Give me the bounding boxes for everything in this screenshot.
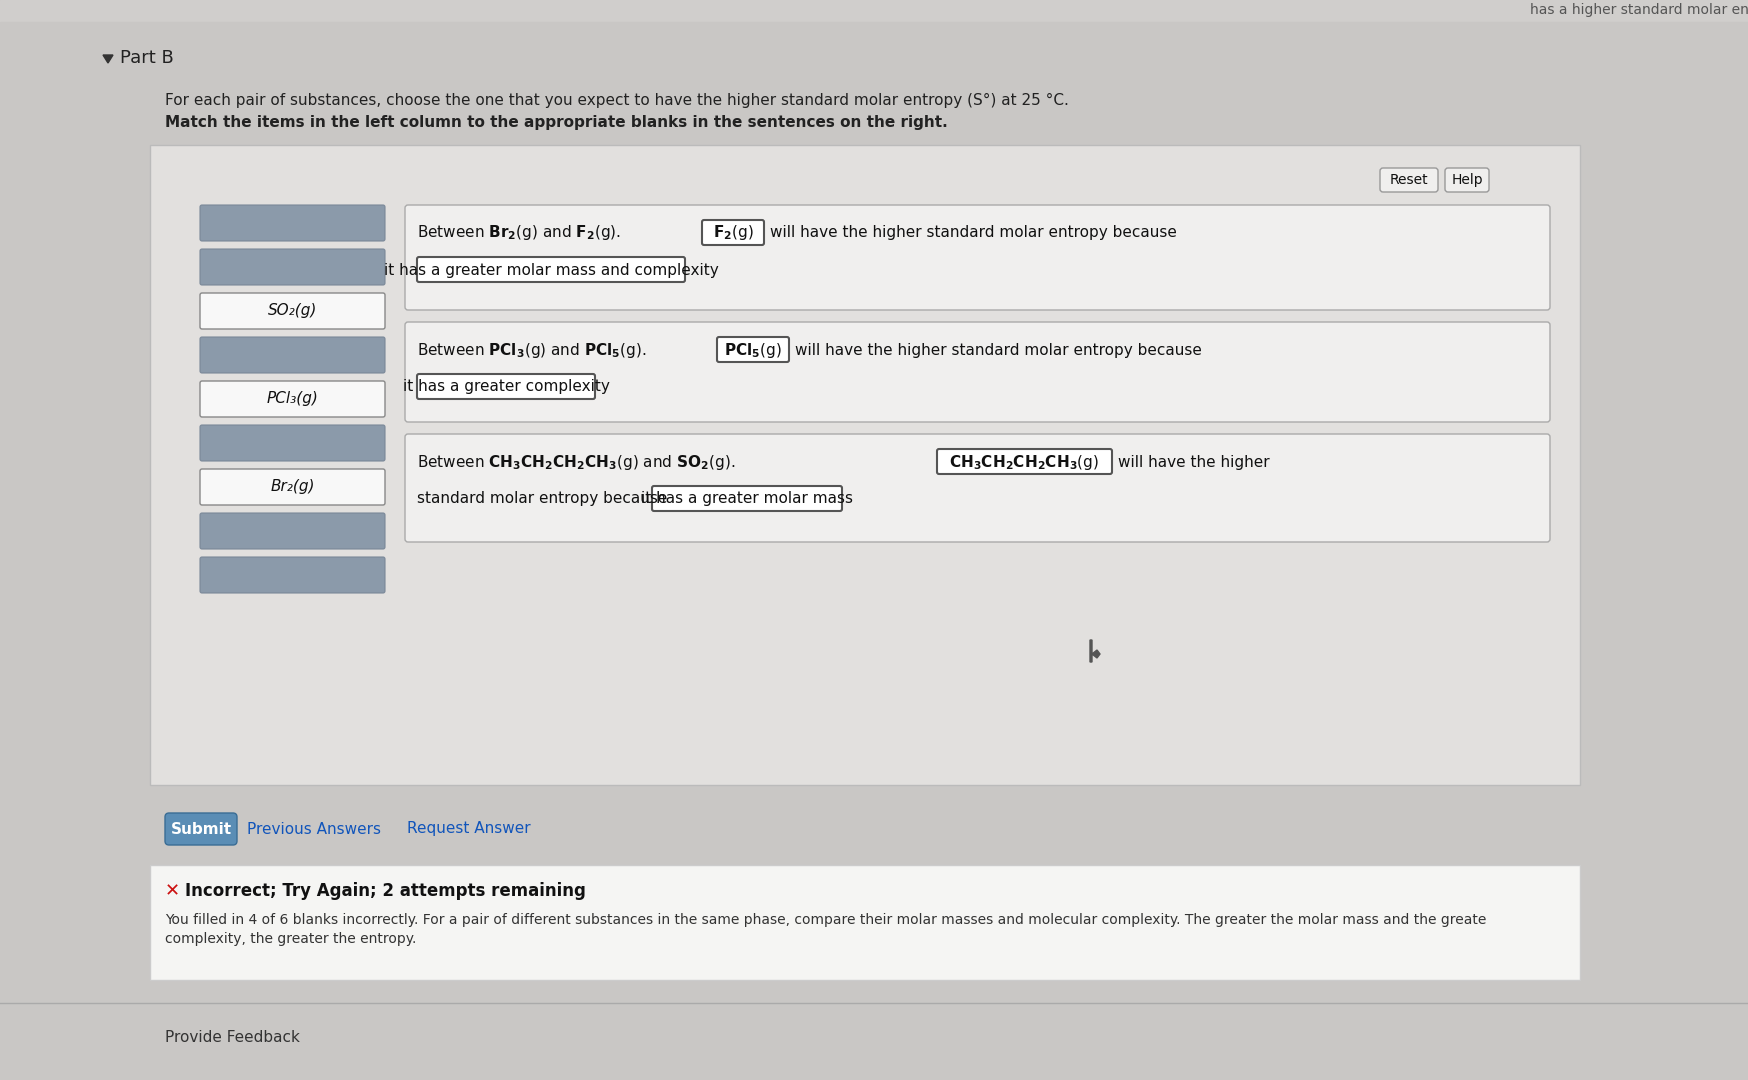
Text: Between $\mathbf{PCl_3}$(g) and $\mathbf{PCl_5}$(g).: Between $\mathbf{PCl_3}$(g) and $\mathbf… xyxy=(416,340,647,360)
FancyBboxPatch shape xyxy=(1379,168,1437,192)
FancyBboxPatch shape xyxy=(1444,168,1488,192)
FancyBboxPatch shape xyxy=(199,337,385,373)
Text: PCl₃(g): PCl₃(g) xyxy=(266,391,318,406)
FancyBboxPatch shape xyxy=(199,426,385,461)
Text: For each pair of substances, choose the one that you expect to have the higher s: For each pair of substances, choose the … xyxy=(164,93,1068,108)
Text: Provide Feedback: Provide Feedback xyxy=(164,1030,299,1045)
Text: Previous Answers: Previous Answers xyxy=(246,822,381,837)
Text: Part B: Part B xyxy=(121,49,173,67)
Text: $\mathbf{F_2}$(g): $\mathbf{F_2}$(g) xyxy=(711,224,753,243)
Text: complexity, the greater the entropy.: complexity, the greater the entropy. xyxy=(164,932,416,946)
FancyBboxPatch shape xyxy=(199,381,385,417)
Text: Help: Help xyxy=(1451,173,1482,187)
Text: Request Answer: Request Answer xyxy=(407,822,530,837)
FancyBboxPatch shape xyxy=(199,205,385,241)
FancyBboxPatch shape xyxy=(937,449,1112,474)
FancyBboxPatch shape xyxy=(0,1000,1748,1080)
FancyBboxPatch shape xyxy=(652,486,841,511)
FancyBboxPatch shape xyxy=(406,322,1549,422)
Text: Between $\mathbf{Br_2}$(g) and $\mathbf{F_2}$(g).: Between $\mathbf{Br_2}$(g) and $\mathbf{… xyxy=(416,224,621,243)
Text: it has a greater molar mass: it has a greater molar mass xyxy=(640,491,853,507)
Text: ✕: ✕ xyxy=(164,882,180,900)
Text: SO₂(g): SO₂(g) xyxy=(267,303,316,319)
FancyBboxPatch shape xyxy=(416,257,685,282)
Polygon shape xyxy=(103,55,114,63)
Text: $\mathbf{PCl_5}$(g): $\mathbf{PCl_5}$(g) xyxy=(724,340,781,360)
Text: Match the items in the left column to the appropriate blanks in the sentences on: Match the items in the left column to th… xyxy=(164,114,947,130)
FancyBboxPatch shape xyxy=(406,434,1549,542)
Text: Between $\mathbf{CH_3CH_2CH_2CH_3}$(g) and $\mathbf{SO_2}$(g).: Between $\mathbf{CH_3CH_2CH_2CH_3}$(g) a… xyxy=(416,453,734,472)
FancyBboxPatch shape xyxy=(0,22,1748,1080)
FancyBboxPatch shape xyxy=(416,374,594,399)
Text: You filled in 4 of 6 blanks incorrectly. For a pair of different substances in t: You filled in 4 of 6 blanks incorrectly.… xyxy=(164,913,1486,927)
FancyBboxPatch shape xyxy=(701,220,764,245)
Text: Br₂(g): Br₂(g) xyxy=(271,480,315,495)
FancyBboxPatch shape xyxy=(199,557,385,593)
Text: Reset: Reset xyxy=(1390,173,1428,187)
FancyBboxPatch shape xyxy=(0,0,1748,22)
FancyBboxPatch shape xyxy=(164,813,238,845)
Text: has a higher standard molar en: has a higher standard molar en xyxy=(1530,3,1748,17)
Polygon shape xyxy=(1089,640,1099,662)
FancyBboxPatch shape xyxy=(150,865,1578,980)
Text: Submit: Submit xyxy=(170,822,231,837)
Text: Incorrect; Try Again; 2 attempts remaining: Incorrect; Try Again; 2 attempts remaini… xyxy=(185,882,586,900)
FancyBboxPatch shape xyxy=(199,293,385,329)
Text: will have the higher standard molar entropy because: will have the higher standard molar entr… xyxy=(795,342,1201,357)
FancyBboxPatch shape xyxy=(199,249,385,285)
Text: it has a greater molar mass and complexity: it has a greater molar mass and complexi… xyxy=(383,262,718,278)
FancyBboxPatch shape xyxy=(406,205,1549,310)
Text: will have the higher standard molar entropy because: will have the higher standard molar entr… xyxy=(769,226,1176,241)
Text: will have the higher: will have the higher xyxy=(1117,455,1269,470)
FancyBboxPatch shape xyxy=(150,145,1578,785)
Text: $\mathbf{CH_3CH_2CH_2CH_3}$(g): $\mathbf{CH_3CH_2CH_2CH_3}$(g) xyxy=(949,453,1099,472)
FancyBboxPatch shape xyxy=(199,469,385,505)
Text: standard molar entropy because: standard molar entropy because xyxy=(416,491,668,507)
FancyBboxPatch shape xyxy=(717,337,788,362)
FancyBboxPatch shape xyxy=(0,805,1748,855)
Text: it has a greater complexity: it has a greater complexity xyxy=(402,379,608,394)
FancyBboxPatch shape xyxy=(199,513,385,549)
